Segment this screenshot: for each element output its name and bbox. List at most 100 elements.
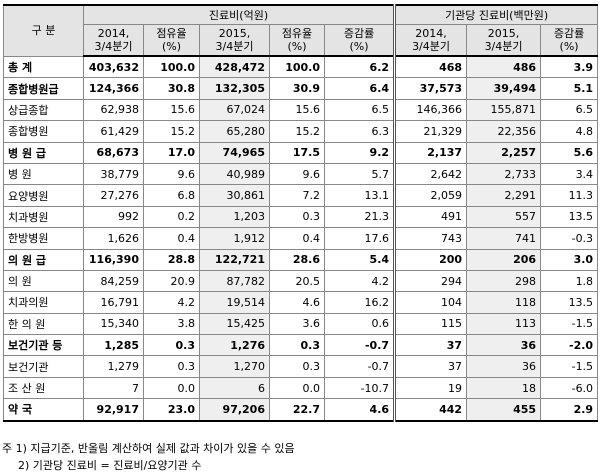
table-row: 치과병원 992 0.2 1,203 0.3 21.3 491 557 13.5 [3,205,599,229]
cell: 1.8 [540,269,599,293]
cell: 4.6 [269,291,325,314]
table-row: 약 국 92,917 23.0 97,206 22.7 4.6 442 455 2.9 [3,398,599,422]
cell: 743 [393,227,468,250]
cell: 1,626 [83,227,144,250]
cell: 21.3 [323,205,396,229]
row-label: 병 원 [3,162,84,186]
cell: 16,791 [83,291,144,314]
cell: 4.2 [323,269,396,293]
cell: 1,279 [83,355,144,378]
row-label: 치과병원 [3,205,84,229]
footnote: 주 1) 지급기준, 반올림 계산하여 실제 값과 차이가 있을 수 있음 [2,442,295,455]
cell: 1,270 [199,355,270,378]
cell: 0.6 [323,312,396,336]
cell: 5.7 [323,162,396,186]
cell: 0.2 [143,205,200,229]
cell: 104 [393,291,468,314]
cell: -6.0 [540,376,599,400]
table-row: 보건기관 1,279 0.3 1,270 0.3 -0.7 37 36 -1.5 [3,355,599,378]
cell: 6.8 [143,184,200,207]
cell: 21,329 [393,120,468,143]
cell: 5.6 [540,141,599,164]
cell: 15.6 [143,98,200,122]
cell: -0.3 [540,227,599,250]
header-line: 3/4분기 [94,40,133,53]
header-cell: 2014, 3/4분기 [393,24,468,57]
cell: 7 [83,376,144,400]
cell: 6 [199,376,270,400]
cell: 87,782 [199,269,270,293]
cell: 30,861 [199,184,270,207]
cell: 39,494 [466,77,542,100]
cell: 37 [393,355,468,378]
cell: 100.0 [143,55,200,79]
cell: -1.5 [540,312,599,336]
cell: 0.0 [143,376,200,400]
cell: 2,291 [466,184,542,207]
cell: 122,721 [199,248,270,271]
header-line: (%) [559,40,579,53]
cell: -1.5 [540,355,599,378]
cell: 1,912 [199,227,270,250]
cell: 97,206 [199,398,270,422]
cell: 2,642 [393,162,468,186]
cell: 3.9 [540,55,599,79]
table-row: 조 산 원 7 0.0 6 0.0 -10.7 19 18 -6.0 [3,376,599,400]
cell: 9.2 [323,141,396,164]
cell: 84,259 [83,269,144,293]
header-row: 2014, 3/4분기 점유율 (%) 2015, 3/4분기 점유율 (%) 증감률 (%) 20… [4,24,599,57]
cell: 15.2 [269,120,325,143]
cell: 92,917 [83,398,144,422]
cell: 74,965 [199,141,270,164]
cell: 22.7 [269,398,325,422]
table-row: 총 계 403,632 100.0 428,472 100.0 6.2 468 486 3.9 [3,55,599,79]
cell: 4.6 [323,398,396,422]
cell: 15.2 [143,120,200,143]
cell: 442 [393,398,468,422]
cell: 11.3 [540,184,599,207]
cell: 30.8 [143,77,200,100]
cell: 13.5 [540,205,599,229]
cell: 468 [393,55,468,79]
cell: 206 [466,248,542,271]
cell: 2,733 [466,162,542,186]
header-line: 점유율 [281,27,313,40]
header-cell: 점유율 (%) [143,24,200,57]
table-row: 의 원 84,259 20.9 87,782 20.5 4.2 294 298 1.8 [3,269,599,293]
table-row: 의 원 급 116,390 28.8 122,721 28.6 5.4 200 206 3.0 [3,248,599,271]
cell: 0.4 [143,227,200,250]
cell: 557 [466,205,542,229]
header-group: 진료비(억원) [82,4,396,25]
cell: 1,285 [83,334,144,357]
table-row: 치과의원 16,791 4.2 19,514 4.6 16.2 104 118 13.5 [3,291,599,314]
row-label: 한방병원 [3,227,84,250]
cell: 22,356 [466,120,542,143]
cell: 486 [466,55,542,79]
cell: 403,632 [83,55,144,79]
footnote: 2) 기관당 진료비 = 진료비/요양기관 수 [18,459,202,472]
header-line: 증감률 [343,27,375,40]
cell: 298 [466,269,542,293]
cell: 18 [466,376,542,400]
row-label: 보건기관 [3,355,84,378]
cell: 37 [393,334,468,357]
header-line: 증감률 [553,27,585,40]
header-line: 2014, [415,27,447,40]
cell: 28.8 [143,248,200,271]
cell: 27,276 [83,184,144,207]
cell: 36 [466,355,542,378]
header-line: 3/4분기 [412,40,451,53]
cell: 2.9 [540,398,599,422]
cell: 118 [466,291,542,314]
cell: 146,366 [393,98,468,122]
row-label: 의 원 급 [3,248,84,271]
table-body: 총 계 403,632 100.0 428,472 100.0 6.2 468 486 3.9 종… [3,55,599,422]
header-cell: 증감률 (%) [540,24,599,57]
cell: 0.3 [269,355,325,378]
cell: 28.6 [269,248,325,271]
row-label: 종합병원급 [3,77,84,100]
cell: 2,257 [466,141,542,164]
cell: -0.7 [323,355,396,378]
cell: 741 [466,227,542,250]
cell: 38,779 [83,162,144,186]
